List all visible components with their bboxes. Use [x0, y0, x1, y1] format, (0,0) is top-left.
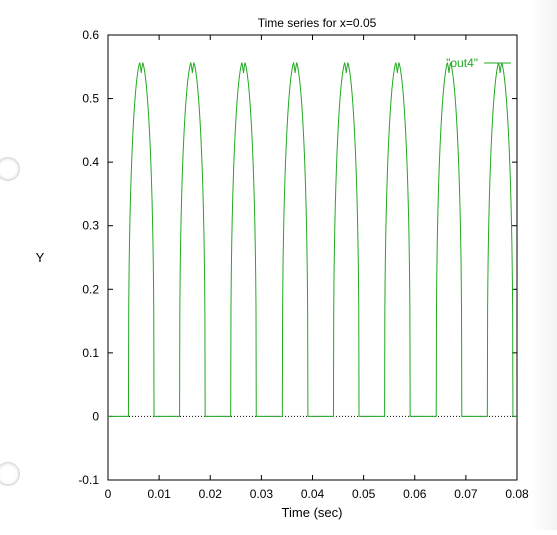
x-tick-label: 0.04 — [301, 487, 325, 501]
y-axis-label: Y — [36, 250, 45, 265]
x-tick-label: 0.06 — [403, 487, 427, 501]
y-tick-label: 0 — [92, 409, 99, 423]
y-tick-label: 0.3 — [82, 219, 99, 233]
plot-axes: -0.1 0 0.1 0.2 0.3 0.4 0.5 0.6 0 0.01 0.02 0.03 0.04… — [78, 28, 529, 501]
chart-title: Time series for x=0.05 — [258, 16, 377, 30]
binder-hole-top — [0, 157, 20, 181]
y-tick-label: 0.1 — [82, 346, 99, 360]
y-tick-label: -0.1 — [78, 473, 99, 487]
scan-edge-shadow — [531, 0, 557, 530]
series-group — [108, 62, 517, 417]
y-tick-label: 0.2 — [82, 282, 99, 296]
x-tick-label: 0.03 — [250, 487, 274, 501]
y-tick-label: 0.6 — [82, 28, 99, 42]
x-tick-label: 0.05 — [352, 487, 376, 501]
y-tick-label: 0.4 — [82, 155, 99, 169]
x-axis-label: Time (sec) — [282, 505, 343, 520]
y-tick-label: 0.5 — [82, 92, 99, 106]
legend-label: "out4" — [446, 56, 478, 70]
x-tick-label: 0 — [105, 487, 112, 501]
binder-hole-bottom — [0, 462, 20, 486]
chart-legend: "out4" — [446, 56, 511, 70]
x-tick-label: 0.08 — [505, 487, 529, 501]
x-tick-label: 0.07 — [454, 487, 478, 501]
x-tick-label: 0.01 — [147, 487, 171, 501]
x-tick-label: 0.02 — [199, 487, 223, 501]
series-line-out4 — [108, 62, 517, 417]
